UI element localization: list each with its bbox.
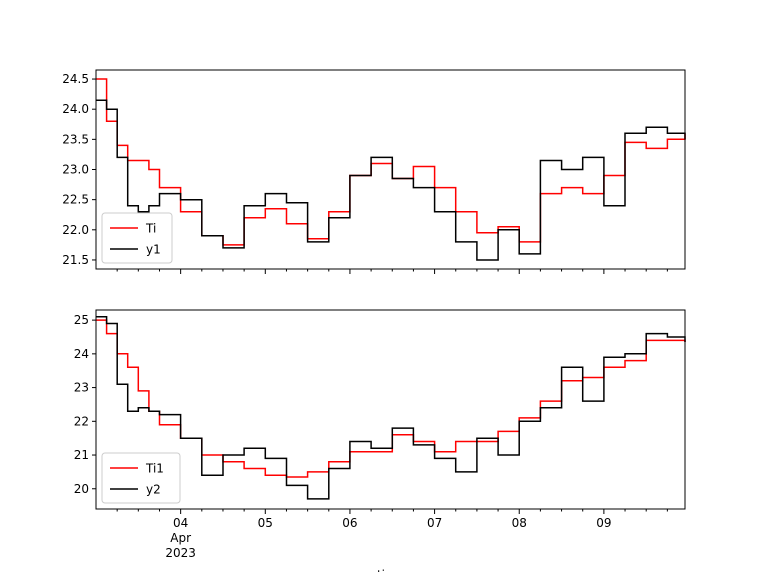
y-tick-label: 24.0 xyxy=(62,102,89,116)
series-line-Ti1 xyxy=(96,319,686,478)
x-tick-label: 09 xyxy=(596,516,611,530)
y-tick-label: 24.5 xyxy=(62,72,89,86)
x-tick-label: 06 xyxy=(342,516,357,530)
y-tick-label: 21 xyxy=(74,448,89,462)
axes-frame xyxy=(95,69,686,270)
x-tick-label: 07 xyxy=(427,516,442,530)
legend-label-y2: y2 xyxy=(146,483,161,497)
legend-label-Ti: Ti xyxy=(145,222,156,236)
legend-box xyxy=(101,452,181,504)
y-tick-label: 24 xyxy=(74,347,89,361)
legend-label-y1: y1 xyxy=(146,243,161,257)
y-tick-label: 22 xyxy=(74,414,89,428)
x-tick-label: 08 xyxy=(512,516,527,530)
y-tick-label: 23 xyxy=(74,381,89,395)
legend: Ti y1 xyxy=(101,212,173,264)
legend-label-Ti1: Ti1 xyxy=(145,462,164,476)
y-tick-label: 23.5 xyxy=(62,132,89,146)
x-tick-sublabel: Apr xyxy=(170,531,191,545)
legend: Ti1 y2 xyxy=(101,452,181,504)
legend-box xyxy=(101,212,173,264)
y-tick-label: 22.0 xyxy=(62,223,89,237)
y-tick-label: 22.5 xyxy=(62,193,89,207)
y-tick-label: 20 xyxy=(74,482,89,496)
y-tick-label: 25 xyxy=(74,313,89,327)
x-axis-label: time xyxy=(377,568,404,572)
y-tick-label: 23.0 xyxy=(62,163,89,177)
x-tick-sublabel: 2023 xyxy=(165,546,196,560)
axes-frame xyxy=(95,309,686,510)
y-tick-label: 21.5 xyxy=(62,253,89,267)
chart-panel-1: 21.5 22.0 22.5 23.0 23.5 24.0 24.5 Ti y1 xyxy=(62,69,686,274)
series-line-y2 xyxy=(96,315,686,500)
x-tick-label: 04 xyxy=(173,516,188,530)
series-line-y1 xyxy=(96,99,686,261)
x-tick-label: 05 xyxy=(258,516,273,530)
series-line-Ti xyxy=(96,78,686,246)
